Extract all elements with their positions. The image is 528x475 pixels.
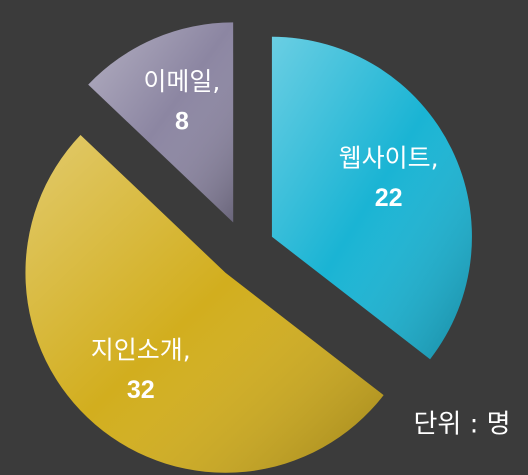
unit-annotation: 단위 : 명 [413,410,510,440]
slice-value-label: 22 [375,184,403,212]
labels: 웹사이트, 22 지인소개, 32 이메일, 8 [91,67,439,404]
slice-shine [271,36,472,360]
slice-category-label: 웹사이트, [339,144,439,173]
slice-category-label: 이메일, [143,67,220,96]
slice-value-label: 8 [175,108,189,136]
slice-value-label: 32 [127,376,155,404]
slice-category-label: 지인소개, [91,335,191,364]
slice-shine [88,22,234,223]
slice-shine [25,134,384,473]
slices [25,22,472,473]
